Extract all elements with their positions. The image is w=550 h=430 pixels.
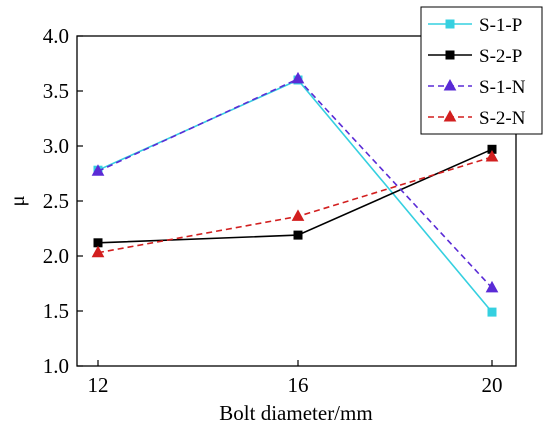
y-tick-label: 2.5 bbox=[43, 189, 69, 213]
series-line bbox=[97, 148, 493, 244]
x-tick-label: 16 bbox=[288, 373, 309, 397]
legend-marker bbox=[445, 19, 455, 29]
y-tick-label: 1.5 bbox=[43, 299, 69, 323]
legend-label: S-2-N bbox=[479, 108, 526, 129]
legend: S-1-P S-2-P S-1-N S-2-N bbox=[420, 6, 543, 135]
series bbox=[93, 144, 497, 248]
legend-box bbox=[420, 6, 543, 135]
legend-marker bbox=[443, 109, 457, 122]
legend-label: S-2-P bbox=[479, 46, 522, 67]
y-tick-label: 2.0 bbox=[43, 244, 69, 268]
legend-entry: S-1-N bbox=[428, 77, 526, 98]
legend-marker bbox=[445, 50, 455, 60]
data-point bbox=[485, 280, 499, 293]
y-tick-label: 3.5 bbox=[43, 79, 69, 103]
x-tick-label: 12 bbox=[88, 373, 109, 397]
legend-marker bbox=[443, 78, 457, 91]
data-point bbox=[293, 230, 303, 240]
x-tick-label: 20 bbox=[482, 373, 503, 397]
data-point bbox=[485, 149, 499, 162]
data-point bbox=[291, 209, 305, 221]
legend-label: S-1-P bbox=[479, 15, 522, 36]
x-axis-title: Bolt diameter/mm bbox=[219, 401, 372, 425]
series bbox=[91, 71, 499, 293]
legend-entry: S-2-P bbox=[428, 46, 522, 67]
data-point bbox=[291, 71, 305, 84]
data-point bbox=[91, 245, 105, 258]
legend-entry: S-2-N bbox=[428, 108, 526, 129]
data-point bbox=[91, 164, 105, 176]
y-axis: 1.0 1.5 2.0 2.5 3.0 3.5 4.0 bbox=[43, 24, 83, 378]
y-tick-label: 3.0 bbox=[43, 134, 69, 158]
y-tick-label: 4.0 bbox=[43, 24, 69, 48]
legend-label: S-1-N bbox=[479, 77, 526, 98]
data-point bbox=[487, 307, 497, 317]
x-axis: 12 16 20 bbox=[88, 360, 503, 397]
data-point bbox=[93, 238, 103, 248]
series-layer bbox=[91, 71, 499, 317]
series bbox=[91, 149, 499, 258]
y-tick-label: 1.0 bbox=[43, 354, 69, 378]
y-axis-title: μ bbox=[5, 195, 29, 206]
legend-entry: S-1-P bbox=[428, 15, 522, 36]
